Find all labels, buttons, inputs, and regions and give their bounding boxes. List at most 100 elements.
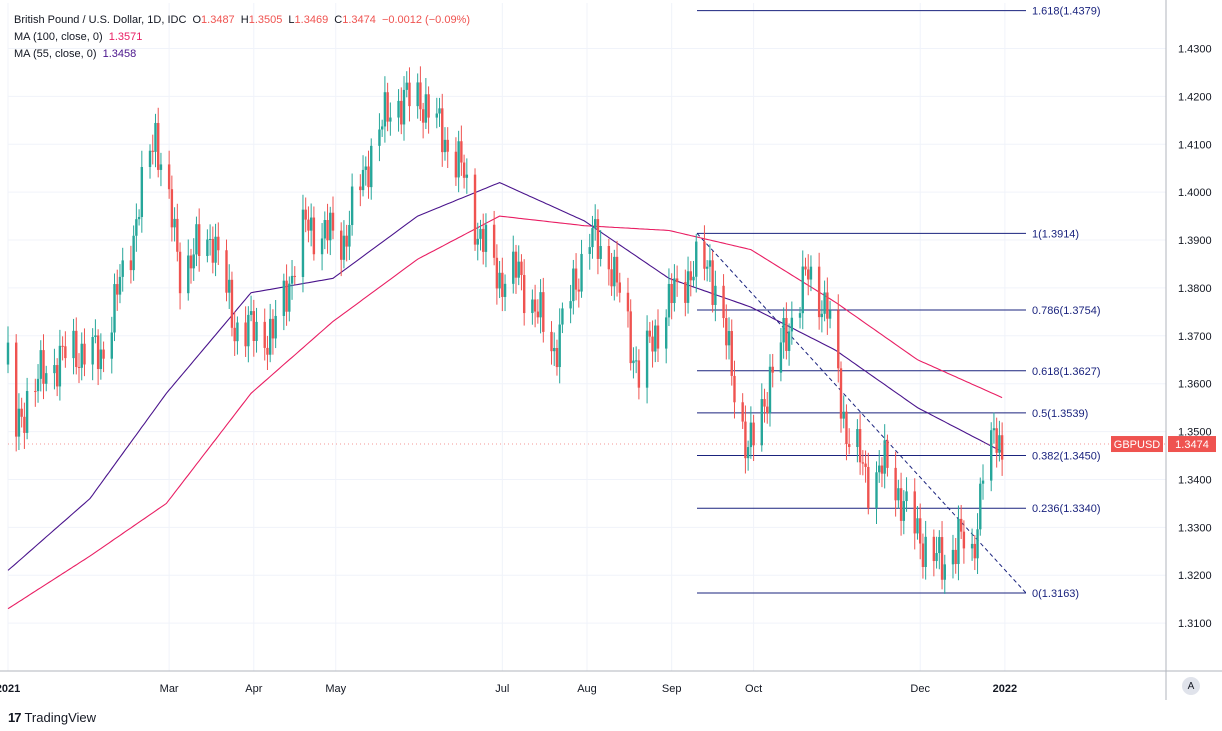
candle-body xyxy=(75,330,78,367)
candle-body xyxy=(610,269,613,287)
ma100-row[interactable]: MA (100, close, 0) 1.3571 xyxy=(14,29,473,46)
candle-body xyxy=(64,346,67,359)
candle-body xyxy=(864,463,867,467)
candle-body xyxy=(763,399,766,407)
candle-body xyxy=(995,428,998,453)
candle-body xyxy=(225,250,228,293)
candle-body xyxy=(361,169,365,191)
candle-body xyxy=(113,284,116,333)
candle-body xyxy=(331,212,335,231)
candle-body xyxy=(148,150,152,168)
candle-body xyxy=(599,245,602,259)
candle-body xyxy=(708,260,712,267)
candle-body xyxy=(416,82,419,107)
candle-body xyxy=(454,151,458,178)
candle-body xyxy=(424,94,428,123)
candle-body xyxy=(558,324,561,368)
candle-body xyxy=(1000,435,1004,460)
candle-body xyxy=(804,266,807,270)
candle-body xyxy=(689,271,692,281)
fib-level-label: 1.618(1.4379) xyxy=(1032,6,1101,18)
auto-scale-button[interactable]: A xyxy=(1182,677,1200,695)
candle-body xyxy=(839,368,843,419)
y-tick-label: 1.4300 xyxy=(1178,43,1212,55)
candle-body xyxy=(36,378,40,392)
candle-body xyxy=(339,230,343,260)
candle-body xyxy=(861,462,865,464)
ma100-line xyxy=(7,215,1003,610)
candle-body xyxy=(651,336,654,352)
candle-body xyxy=(632,360,635,364)
fib-level-label: 1(1.3914) xyxy=(1032,228,1079,240)
candle-body xyxy=(938,537,941,554)
fib-level-label: 0.382(1.3450) xyxy=(1032,451,1101,463)
candle-body xyxy=(722,285,725,319)
candle-body xyxy=(118,276,122,295)
change-value: −0.0012 (−0.09%) xyxy=(381,14,471,26)
fib-level-label: 0.786(1.3754) xyxy=(1032,305,1101,317)
candle-body xyxy=(345,235,348,247)
price-tag-bg xyxy=(1168,436,1216,453)
candle-body xyxy=(670,283,673,304)
candle-body xyxy=(634,360,638,362)
ma55-row[interactable]: MA (55, close, 0) 1.3458 xyxy=(14,46,473,63)
candle-body xyxy=(386,92,389,122)
candle-body xyxy=(553,347,556,352)
candle-body xyxy=(533,299,537,312)
candle-body xyxy=(645,330,649,388)
candle-body xyxy=(503,283,507,297)
tradingview-branding[interactable]: 17 TradingView xyxy=(8,710,96,725)
candle-body xyxy=(288,283,291,312)
candle-body xyxy=(367,166,370,188)
x-tick-label: May xyxy=(325,683,346,695)
candle-body xyxy=(42,350,45,384)
ma55-line xyxy=(7,182,1003,571)
candle-body xyxy=(380,126,384,130)
candle-body xyxy=(378,129,381,146)
candle-body xyxy=(408,82,411,107)
candle-body xyxy=(457,141,460,178)
candle-body xyxy=(809,266,813,280)
candle-body xyxy=(17,408,21,437)
candle-body xyxy=(482,228,485,252)
candle-body xyxy=(290,275,294,284)
candle-body xyxy=(99,349,103,370)
candle-body xyxy=(55,365,59,387)
high-value: 1.3505 xyxy=(248,14,283,26)
candle-body xyxy=(320,238,324,255)
candle-body xyxy=(252,311,256,341)
x-tick-label: 2021 xyxy=(0,683,20,695)
candle-body xyxy=(954,549,957,565)
candle-body xyxy=(230,279,234,328)
candle-body xyxy=(94,335,97,337)
y-tick-label: 1.3200 xyxy=(1178,570,1212,582)
candle-body xyxy=(460,141,463,163)
candle-body xyxy=(479,228,482,239)
x-tick-label: Apr xyxy=(245,683,262,695)
candle-body xyxy=(53,365,56,374)
symbol-ohlc-row: British Pound / U.S. Dollar, 1D, IDC O1.… xyxy=(14,12,473,29)
candle-body xyxy=(268,318,272,355)
candle-body xyxy=(667,283,671,318)
candle-body xyxy=(801,266,804,314)
candle-body xyxy=(39,350,42,379)
candle-body xyxy=(790,317,794,332)
chart-axes: 1.3100 1.3200 1.3300 1.3400 1.3500 1.3600 1.37… xyxy=(0,0,1222,700)
candle-body xyxy=(517,261,520,278)
candle-body xyxy=(574,268,578,290)
candle-body xyxy=(675,278,679,283)
candle-body xyxy=(462,162,466,178)
candle-body xyxy=(389,117,392,122)
candle-body xyxy=(484,224,488,252)
y-tick-label: 1.3600 xyxy=(1178,379,1212,391)
x-tick-label: Jul xyxy=(495,683,509,695)
candle-body xyxy=(197,224,201,257)
candle-body xyxy=(820,313,824,318)
candle-body xyxy=(359,186,362,191)
candle-body xyxy=(686,271,690,303)
candle-body xyxy=(705,266,709,269)
candle-body xyxy=(902,501,906,521)
candle-body xyxy=(637,360,641,388)
candle-body xyxy=(741,402,744,422)
